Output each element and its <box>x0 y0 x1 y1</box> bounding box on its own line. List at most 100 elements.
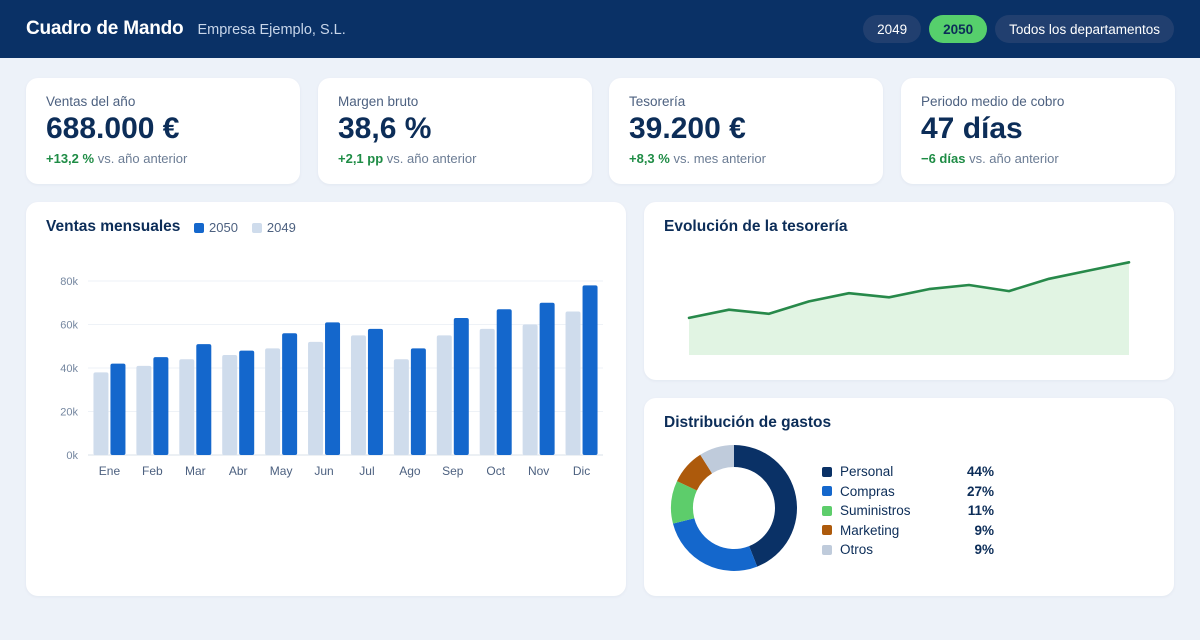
legend-swatch <box>822 486 832 497</box>
treasury-chart <box>687 260 1131 355</box>
department-filter-button[interactable]: Todos los departamentos <box>995 15 1174 43</box>
kpi-comparison: vs. mes anterior <box>673 151 766 166</box>
bar-2050 <box>582 285 598 455</box>
kpi-card-margen: Margen bruto 38,6 % +2,1 pp vs. año ante… <box>318 78 592 184</box>
bar-2049 <box>479 328 495 455</box>
expense-category-label: Suministros <box>840 503 911 519</box>
expense-legend-row: Compras 27% <box>822 482 994 502</box>
donut-slice-marketing <box>676 454 713 491</box>
expense-percentage: 9% <box>974 522 994 538</box>
kpi-card-tesoreria: Tesorería 39.200 € +8,3 % vs. mes anteri… <box>609 78 883 184</box>
kpi-comparison: vs. año anterior <box>97 151 188 166</box>
kpi-change: +8,3 % <box>629 151 670 166</box>
bar-2049 <box>522 324 538 455</box>
x-tick-label: May <box>270 464 293 478</box>
expense-percentage: 9% <box>974 542 994 558</box>
monthly-sales-title: Ventas mensuales <box>46 218 181 235</box>
bar-2050 <box>282 333 298 455</box>
kpi-label: Margen bruto <box>338 94 419 109</box>
top-bar: Cuadro de Mando Empresa Ejemplo, S.L. 20… <box>0 0 1200 58</box>
bar-2050 <box>153 357 169 455</box>
x-tick-label: Abr <box>229 464 248 478</box>
bar-2050 <box>367 328 383 455</box>
kpi-card-cobro: Periodo medio de cobro 47 días −6 días v… <box>901 78 1175 184</box>
monthly-sales-legend: 2050 2049 <box>194 220 296 235</box>
bar-2049 <box>436 335 452 455</box>
treasury-area <box>689 262 1129 355</box>
kpi-comparison: vs. año anterior <box>969 151 1059 166</box>
expense-percentage: 27% <box>966 483 994 499</box>
kpi-delta: +8,3 % vs. mes anterior <box>629 151 863 166</box>
bar-2049 <box>265 348 281 455</box>
treasury-card: Evolución de la tesorería <box>644 202 1174 380</box>
legend-label-current: 2050 <box>209 220 238 235</box>
kpi-change: +2,1 pp <box>338 151 384 166</box>
expense-legend-row: Marketing 9% <box>822 521 994 541</box>
kpi-value: 39.200 € <box>629 112 746 145</box>
x-tick-label: Nov <box>528 464 549 478</box>
kpi-change: −6 días <box>921 151 966 166</box>
legend-swatch <box>822 505 832 516</box>
kpi-comparison: vs. año anterior <box>386 151 477 166</box>
company-name: Empresa Ejemplo, S.L. <box>197 21 346 38</box>
x-tick-label: Ago <box>399 464 421 478</box>
x-tick-label: Sep <box>442 464 464 478</box>
bar-2049 <box>93 372 109 455</box>
expenses-title: Distribución de gastos <box>664 414 832 431</box>
bar-2050 <box>196 344 212 455</box>
expense-category-label: Otros <box>840 542 874 558</box>
expenses-donut-chart <box>671 445 797 571</box>
kpi-label: Tesorería <box>629 94 686 109</box>
kpi-value: 688.000 € <box>46 112 180 145</box>
x-tick-label: Ene <box>99 464 121 478</box>
filter-bar: 2049 2050 Todos los departamentos <box>863 15 1174 43</box>
year-2050-button[interactable]: 2050 <box>929 15 988 43</box>
x-tick-label: Oct <box>486 464 505 478</box>
kpi-delta: +13,2 % vs. año anterior <box>46 151 280 166</box>
legend-item-previous: 2049 <box>251 220 296 235</box>
y-tick-label: 20k <box>60 407 78 419</box>
bar-2049 <box>565 311 581 455</box>
x-tick-label: Jul <box>359 464 374 478</box>
y-tick-label: 60k <box>60 320 78 332</box>
treasury-line <box>687 260 1131 320</box>
bar-2049 <box>222 354 238 455</box>
app-title: Cuadro de Mando <box>26 18 184 39</box>
expense-category-label: Personal <box>840 464 894 480</box>
kpi-value: 38,6 % <box>338 112 432 145</box>
monthly-sales-card: Ventas mensuales 2050 2049 0k 20k 40k 60k 80… <box>26 202 626 596</box>
legend-swatch <box>822 544 832 555</box>
expenses-legend: Personal 44% Compras 27% Suministros 11% Marke… <box>822 462 994 560</box>
expense-category-label: Compras <box>840 483 895 499</box>
bar-2049 <box>393 359 409 455</box>
treasury-title: Evolución de la tesorería <box>664 218 848 235</box>
bar-2049 <box>350 335 366 455</box>
kpi-label: Ventas del año <box>46 94 136 109</box>
kpi-label: Periodo medio de cobro <box>921 94 1065 109</box>
donut-slice-otros <box>700 445 734 474</box>
bar-2049 <box>308 341 324 455</box>
bar-2050 <box>496 309 512 455</box>
kpi-change: +13,2 % <box>46 151 95 166</box>
donut-slice-personal <box>734 445 797 567</box>
expenses-card: Distribución de gastos Personal 44% Compra… <box>644 398 1174 596</box>
x-tick-label: Dic <box>573 464 590 478</box>
kpi-card-ventas: Ventas del año 688.000 € +13,2 % vs. año… <box>26 78 300 184</box>
expense-legend-row: Otros 9% <box>822 540 994 560</box>
monthly-sales-chart: 0k 20k 40k 60k 80k Ene Feb Mar Abr May Jun Jul Ago Se… <box>60 276 603 478</box>
bar-2050 <box>410 348 426 455</box>
expense-category-label: Marketing <box>840 522 900 538</box>
bar-2050 <box>110 363 126 455</box>
x-tick-label: Jun <box>314 464 333 478</box>
kpi-delta: +2,1 pp vs. año anterior <box>338 151 572 166</box>
bar-2050 <box>539 302 555 455</box>
kpi-delta: −6 días vs. año anterior <box>921 151 1155 166</box>
year-2049-button[interactable]: 2049 <box>863 15 922 43</box>
y-tick-label: 0k <box>66 450 78 462</box>
expense-percentage: 44% <box>966 464 994 480</box>
bar-2049 <box>179 359 195 455</box>
legend-swatch <box>822 525 832 536</box>
legend-label-previous: 2049 <box>266 220 296 235</box>
donut-slice-compras <box>672 518 758 571</box>
y-tick-label: 40k <box>60 363 78 375</box>
